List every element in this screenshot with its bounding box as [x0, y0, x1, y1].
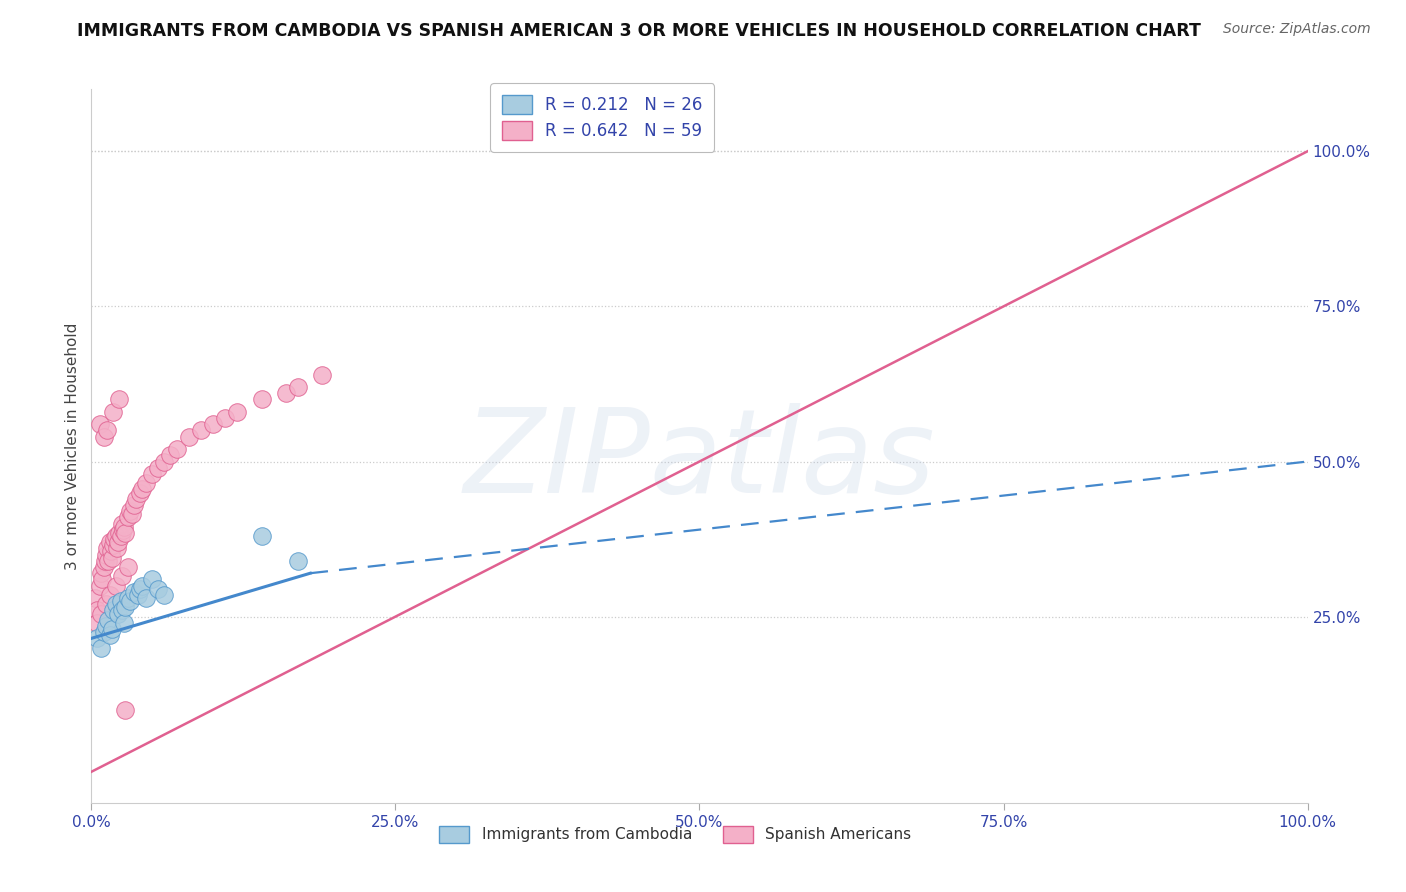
Point — [177, 430, 200, 444]
Point — [94, 619, 117, 633]
Point — [98, 588, 121, 602]
Point — [226, 405, 249, 419]
Point — [112, 519, 135, 533]
Point — [131, 483, 153, 497]
Point — [107, 607, 129, 621]
Point — [127, 588, 149, 602]
Point — [111, 523, 134, 537]
Point — [111, 516, 134, 531]
Point — [94, 597, 117, 611]
Point — [112, 615, 135, 630]
Point — [129, 485, 152, 500]
Point — [202, 417, 225, 432]
Point — [101, 550, 124, 565]
Point — [111, 569, 134, 583]
Point — [97, 613, 120, 627]
Point — [148, 460, 170, 475]
Point — [94, 548, 117, 562]
Point — [108, 525, 131, 540]
Point — [86, 603, 108, 617]
Point — [153, 588, 176, 602]
Point — [250, 529, 273, 543]
Text: IMMIGRANTS FROM CAMBODIA VS SPANISH AMERICAN 3 OR MORE VEHICLES IN HOUSEHOLD COR: IMMIGRANTS FROM CAMBODIA VS SPANISH AMER… — [77, 22, 1201, 40]
Point — [117, 510, 139, 524]
Point — [84, 591, 107, 605]
Point — [100, 544, 122, 558]
Point — [135, 476, 157, 491]
Point — [107, 535, 129, 549]
Point — [153, 454, 176, 468]
Point — [120, 504, 142, 518]
Point — [101, 622, 124, 636]
Point — [131, 579, 153, 593]
Point — [122, 584, 145, 599]
Point — [135, 591, 157, 605]
Legend: Immigrants from Cambodia, Spanish Americans: Immigrants from Cambodia, Spanish Americ… — [433, 820, 918, 848]
Point — [117, 560, 139, 574]
Point — [122, 498, 145, 512]
Point — [141, 467, 163, 481]
Y-axis label: 3 or more Vehicles in Household: 3 or more Vehicles in Household — [65, 322, 80, 570]
Point — [93, 625, 115, 640]
Point — [89, 579, 111, 593]
Point — [190, 424, 212, 438]
Point — [96, 541, 118, 556]
Point — [103, 405, 125, 419]
Point — [125, 491, 148, 506]
Point — [121, 508, 143, 522]
Point — [90, 607, 112, 621]
Point — [96, 424, 118, 438]
Point — [148, 582, 170, 596]
Point — [166, 442, 188, 456]
Point — [97, 554, 120, 568]
Point — [98, 535, 121, 549]
Point — [90, 566, 112, 581]
Point — [104, 529, 127, 543]
Point — [141, 573, 163, 587]
Point — [114, 703, 136, 717]
Point — [93, 430, 115, 444]
Point — [129, 582, 152, 596]
Text: Source: ZipAtlas.com: Source: ZipAtlas.com — [1223, 22, 1371, 37]
Point — [93, 560, 115, 574]
Point — [98, 628, 121, 642]
Point — [103, 532, 125, 546]
Point — [108, 392, 131, 407]
Point — [120, 594, 142, 608]
Point — [90, 640, 112, 655]
Point — [103, 538, 125, 552]
Point — [114, 525, 136, 540]
Point — [104, 597, 127, 611]
Point — [104, 579, 127, 593]
Point — [110, 594, 132, 608]
Point — [86, 632, 108, 646]
Point — [110, 529, 132, 543]
Point — [111, 603, 134, 617]
Point — [117, 591, 139, 605]
Point — [91, 573, 114, 587]
Point — [103, 603, 125, 617]
Point — [214, 411, 236, 425]
Point — [89, 417, 111, 432]
Text: ZIPatlas: ZIPatlas — [464, 403, 935, 517]
Point — [311, 368, 333, 382]
Point — [250, 392, 273, 407]
Point — [86, 615, 108, 630]
Point — [274, 386, 297, 401]
Point — [287, 554, 309, 568]
Point — [114, 600, 136, 615]
Point — [94, 554, 117, 568]
Point — [105, 541, 128, 556]
Point — [159, 448, 181, 462]
Point — [287, 380, 309, 394]
